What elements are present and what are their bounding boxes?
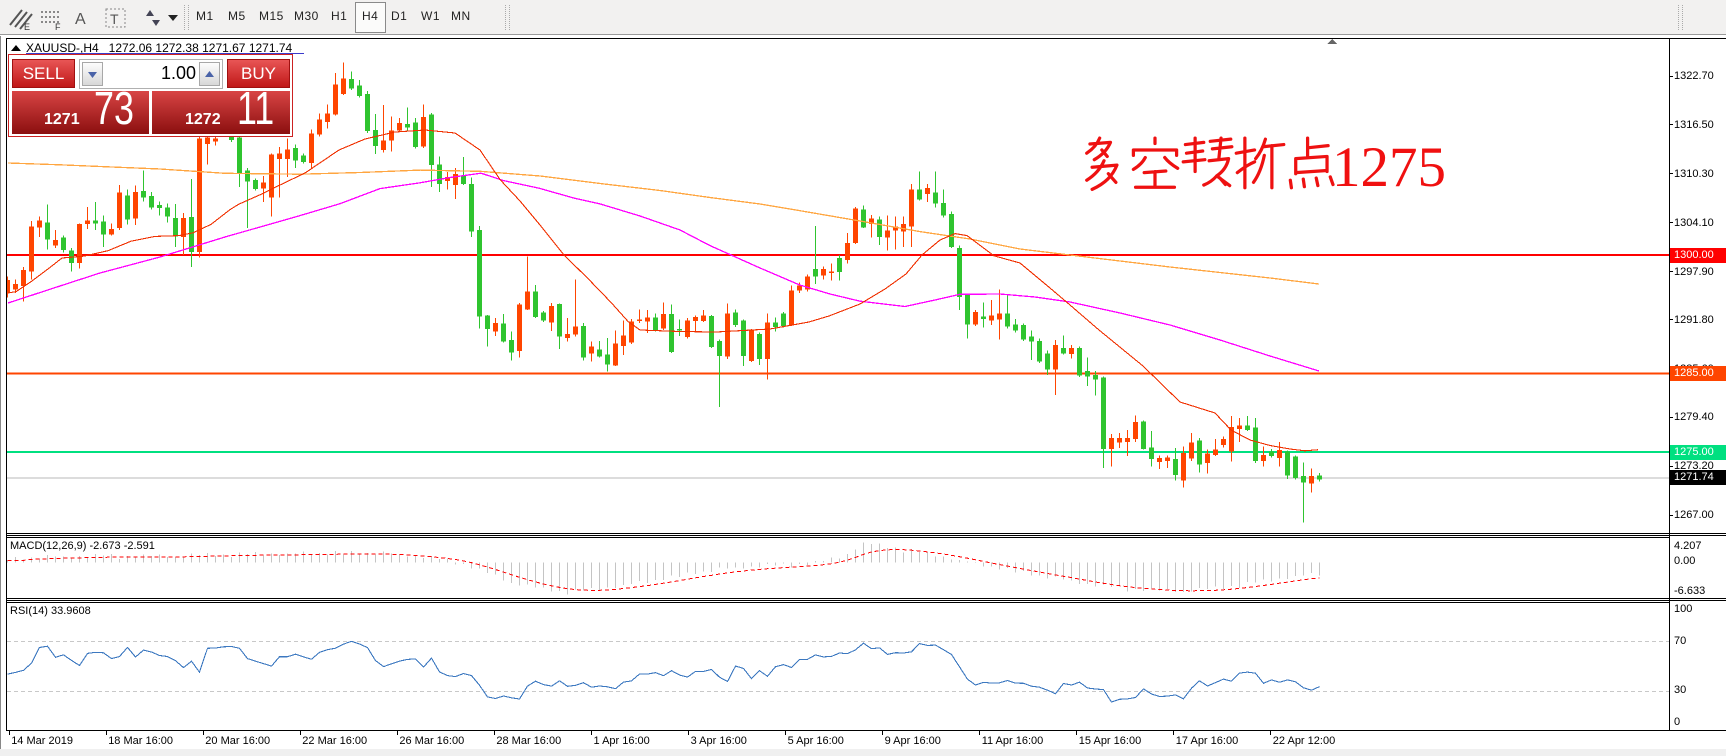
svg-text:T: T	[110, 11, 119, 27]
svg-text:E: E	[24, 22, 30, 32]
svg-text:1275: 1275	[1332, 136, 1446, 199]
svg-text:F: F	[55, 22, 61, 32]
svg-text:A: A	[75, 11, 86, 28]
